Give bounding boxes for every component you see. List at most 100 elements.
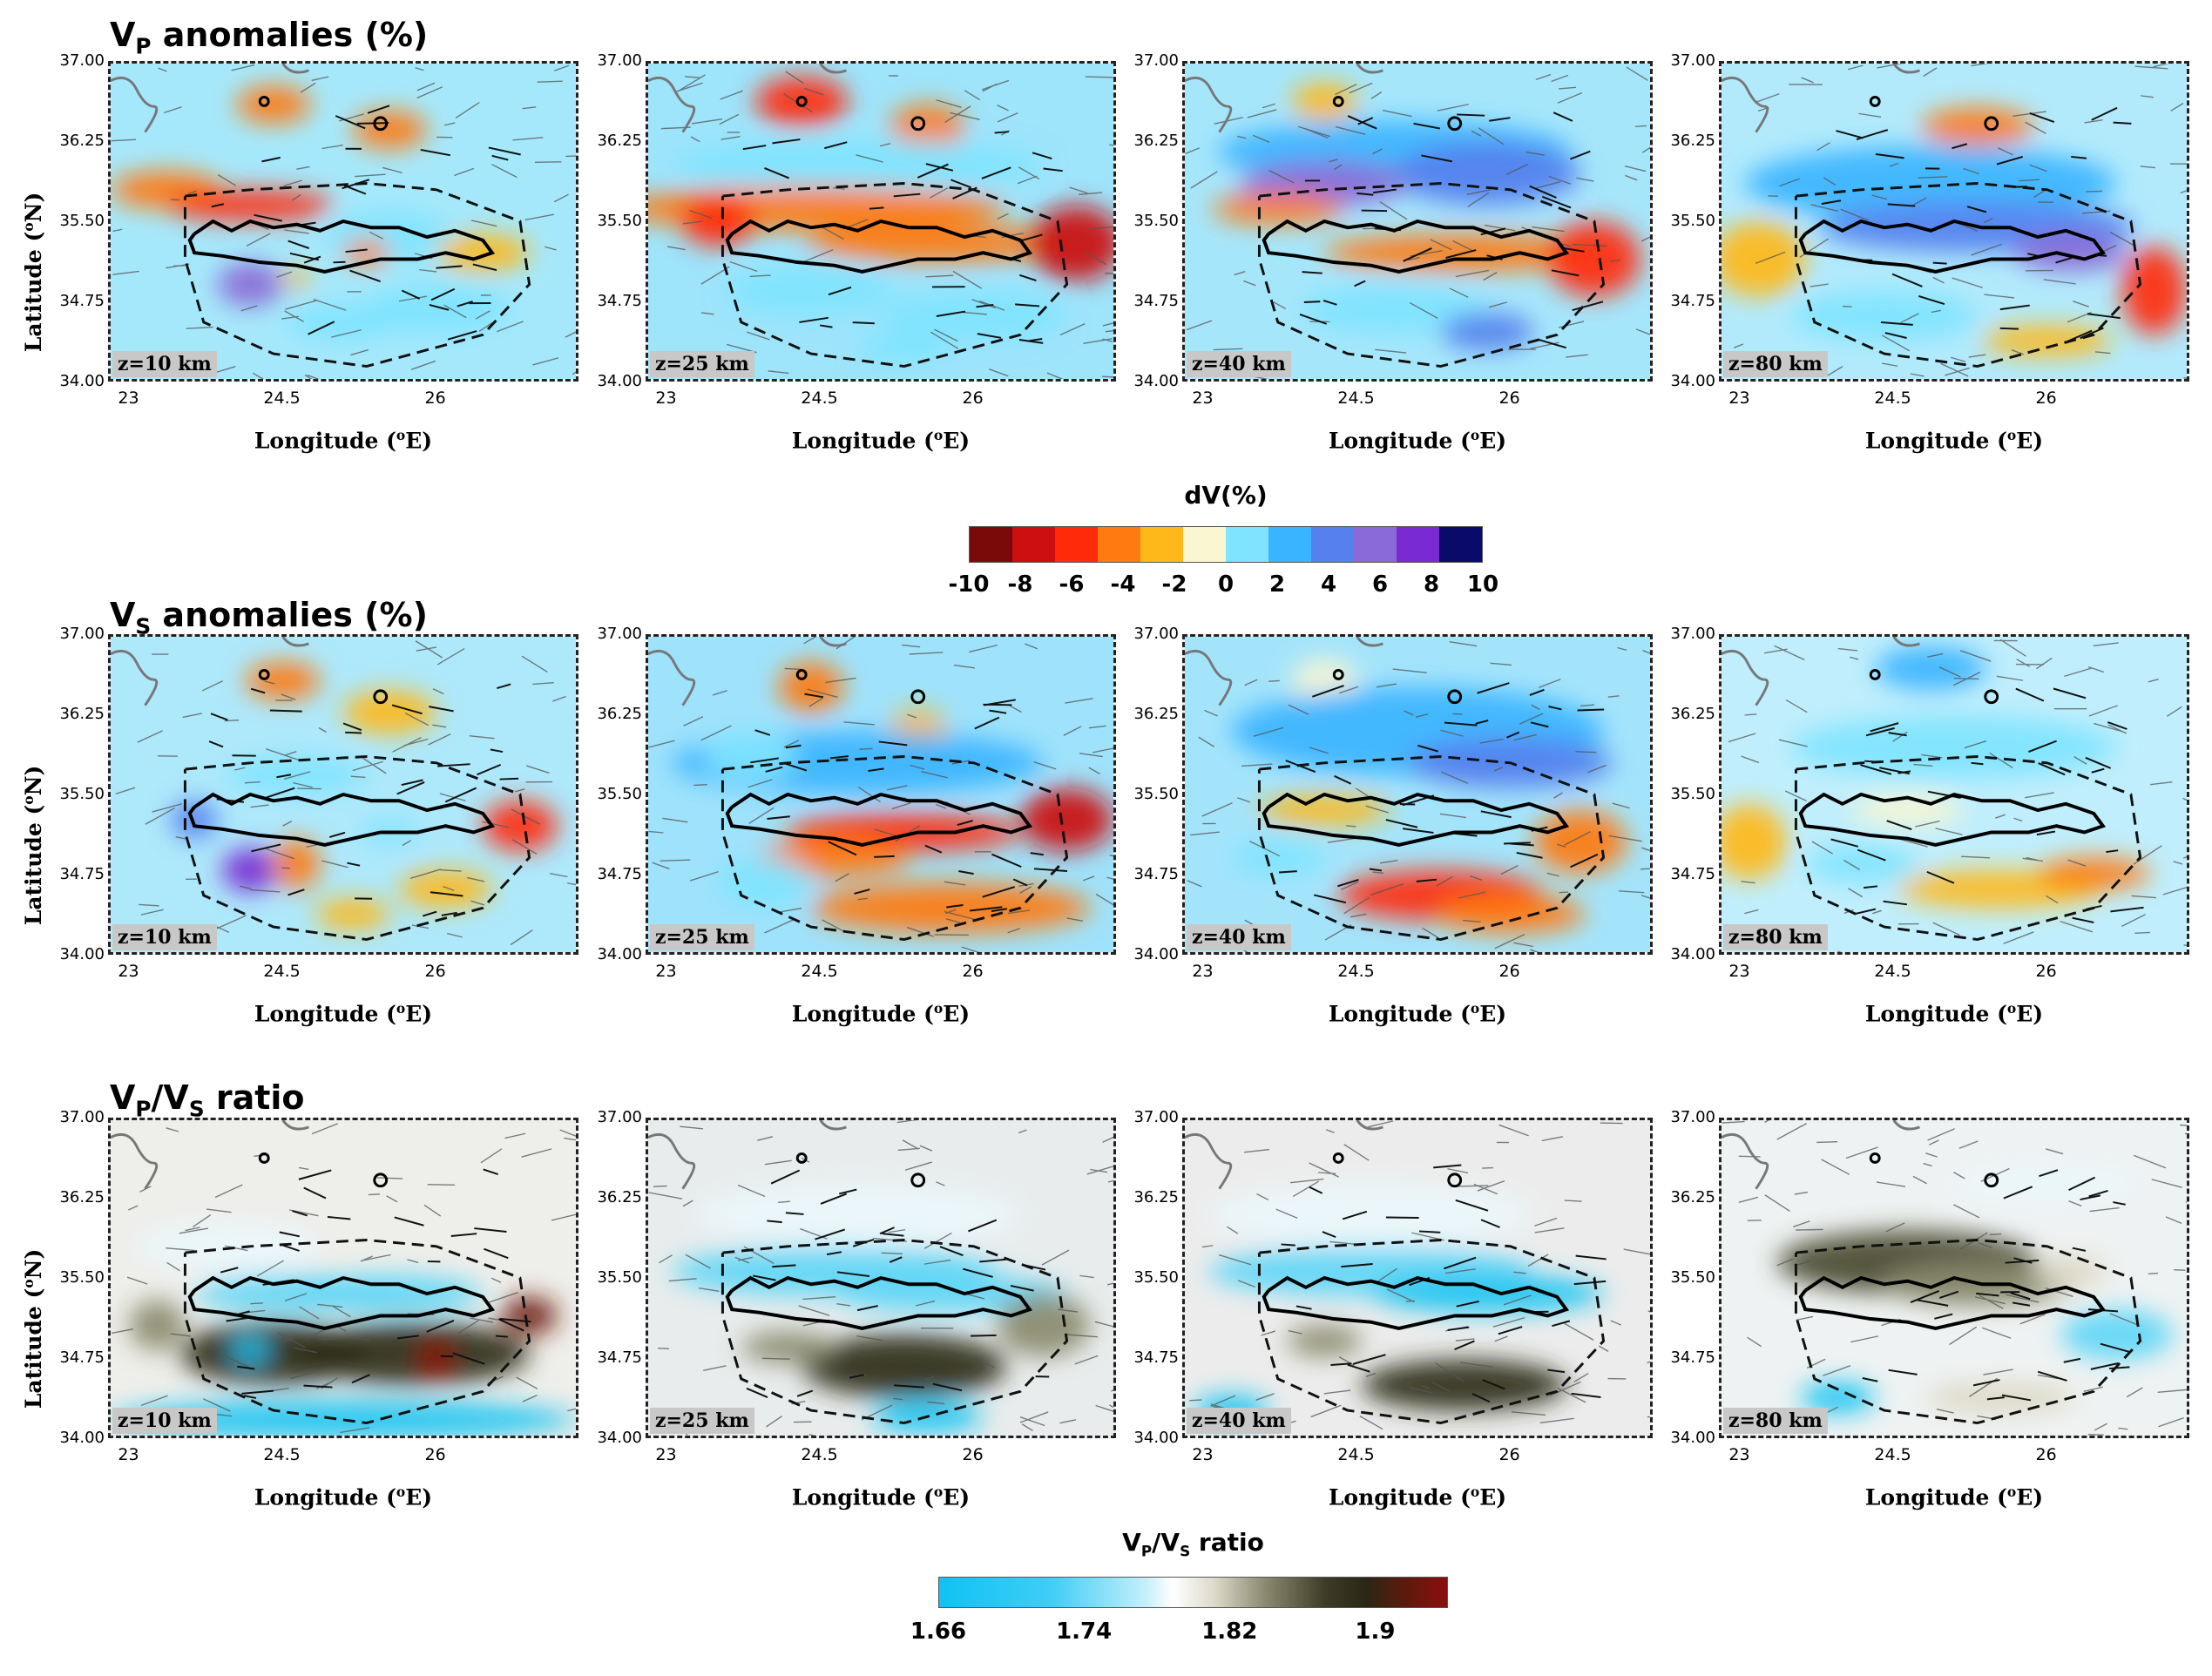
dv-colorbar-swatch xyxy=(1012,527,1055,562)
fault-line xyxy=(2001,1394,2032,1402)
fault-line xyxy=(2003,931,2034,944)
fault-line xyxy=(440,868,462,872)
fault-line xyxy=(284,1293,308,1301)
fault-line xyxy=(404,713,430,726)
title-subscript-2: S xyxy=(1180,1542,1191,1560)
xlabel-degree: o xyxy=(396,1000,406,1017)
fault-line xyxy=(347,862,361,867)
y-tick-label: 34.75 xyxy=(597,292,642,310)
fault-line xyxy=(1443,1256,1477,1270)
fault-line xyxy=(1949,1326,1978,1346)
fault-line xyxy=(828,841,857,856)
fault-line xyxy=(1268,679,1280,682)
crete-coastline xyxy=(187,219,496,274)
fault-line xyxy=(765,766,783,773)
xlabel-degree: o xyxy=(396,1483,406,1500)
fault-line xyxy=(1871,194,1888,200)
row-title-1: VP anomalies (%) xyxy=(110,16,428,59)
fault-line xyxy=(317,1338,340,1341)
fault-line xyxy=(269,709,302,713)
islet xyxy=(1447,689,1463,705)
x-axis-label: Longitude (oE) xyxy=(178,427,509,453)
fault-line xyxy=(700,725,732,741)
fault-line xyxy=(1741,755,1760,764)
resolution-contour xyxy=(720,1239,1069,1425)
depth-label: z=10 km xyxy=(112,351,217,377)
fault-line xyxy=(764,919,795,934)
fault-line xyxy=(691,118,723,125)
fault-line xyxy=(856,1305,878,1312)
resolution-contour xyxy=(183,182,531,368)
fault-line xyxy=(785,1212,804,1215)
fault-line xyxy=(496,321,524,333)
fault-line xyxy=(946,903,964,909)
anomaly-blob xyxy=(680,196,755,247)
fault-line xyxy=(401,289,421,300)
fault-line xyxy=(301,221,316,226)
xlabel-suffix: E) xyxy=(2016,1001,2044,1027)
heatmap-field xyxy=(648,64,1113,379)
fault-line xyxy=(737,1184,766,1198)
anomaly-blob xyxy=(282,268,311,288)
fault-line xyxy=(1551,74,1569,83)
fault-line xyxy=(1440,729,1464,737)
fault-line xyxy=(254,213,282,222)
fault-line xyxy=(1840,208,1869,221)
fault-line xyxy=(362,757,387,774)
fault-line xyxy=(1979,1242,1992,1248)
fault-line xyxy=(720,136,741,140)
coastline xyxy=(1722,76,1769,133)
fault-line xyxy=(1482,1379,1505,1390)
fault-line xyxy=(1329,159,1338,163)
anomaly-blob xyxy=(1547,221,1641,297)
fault-line xyxy=(1940,362,1969,377)
fault-line xyxy=(1876,1181,1906,1187)
title-subscript: P xyxy=(135,1096,152,1122)
fault-line xyxy=(1764,1194,1790,1212)
anomaly-blob xyxy=(1791,290,1978,341)
fault-line xyxy=(416,646,437,652)
fault-line xyxy=(836,1271,870,1278)
islet xyxy=(1869,669,1881,680)
fault-line xyxy=(1237,797,1251,803)
fault-line xyxy=(282,821,293,827)
ylabel-prefix: Latitude ( xyxy=(21,804,47,926)
fault-line xyxy=(440,1355,454,1358)
fault-line xyxy=(369,231,383,240)
fault-line xyxy=(1210,1395,1236,1407)
xlabel-prefix: Longitude ( xyxy=(254,1484,396,1510)
fault-line xyxy=(2173,861,2183,865)
fault-line xyxy=(1513,1271,1526,1274)
fault-line xyxy=(304,374,313,379)
fault-line xyxy=(944,105,971,124)
fault-line xyxy=(1083,338,1113,345)
title-subscript: S xyxy=(135,613,152,639)
fault-line xyxy=(1558,321,1585,328)
y-tick-label: 34.75 xyxy=(1670,865,1715,883)
islet xyxy=(1447,1173,1463,1188)
fault-line xyxy=(201,680,224,692)
fault-line xyxy=(761,1357,790,1360)
fault-line xyxy=(1797,1260,1813,1266)
fault-line xyxy=(115,787,136,795)
y-tick-label: 34.00 xyxy=(59,945,105,963)
fault-line xyxy=(1379,859,1398,864)
y-tick-label: 37.00 xyxy=(1133,51,1179,70)
fault-line xyxy=(1415,713,1429,718)
fault-line xyxy=(1018,233,1043,242)
y-tick-label: 37.00 xyxy=(59,51,105,70)
fault-line xyxy=(1573,244,1607,247)
fault-line xyxy=(1784,790,1807,802)
fault-line xyxy=(936,310,966,317)
y-tick-label: 37.00 xyxy=(1133,1108,1179,1126)
x-tick-label: 24.5 xyxy=(1874,962,1911,981)
fault-line xyxy=(2093,642,2119,647)
fault-line xyxy=(874,828,898,837)
coastline xyxy=(111,76,159,133)
fault-line xyxy=(1483,272,1498,281)
fault-line xyxy=(1918,294,1945,306)
fault-line xyxy=(283,179,302,186)
fault-line xyxy=(843,721,875,726)
fault-line xyxy=(1747,1336,1762,1348)
fault-line xyxy=(1088,767,1100,775)
